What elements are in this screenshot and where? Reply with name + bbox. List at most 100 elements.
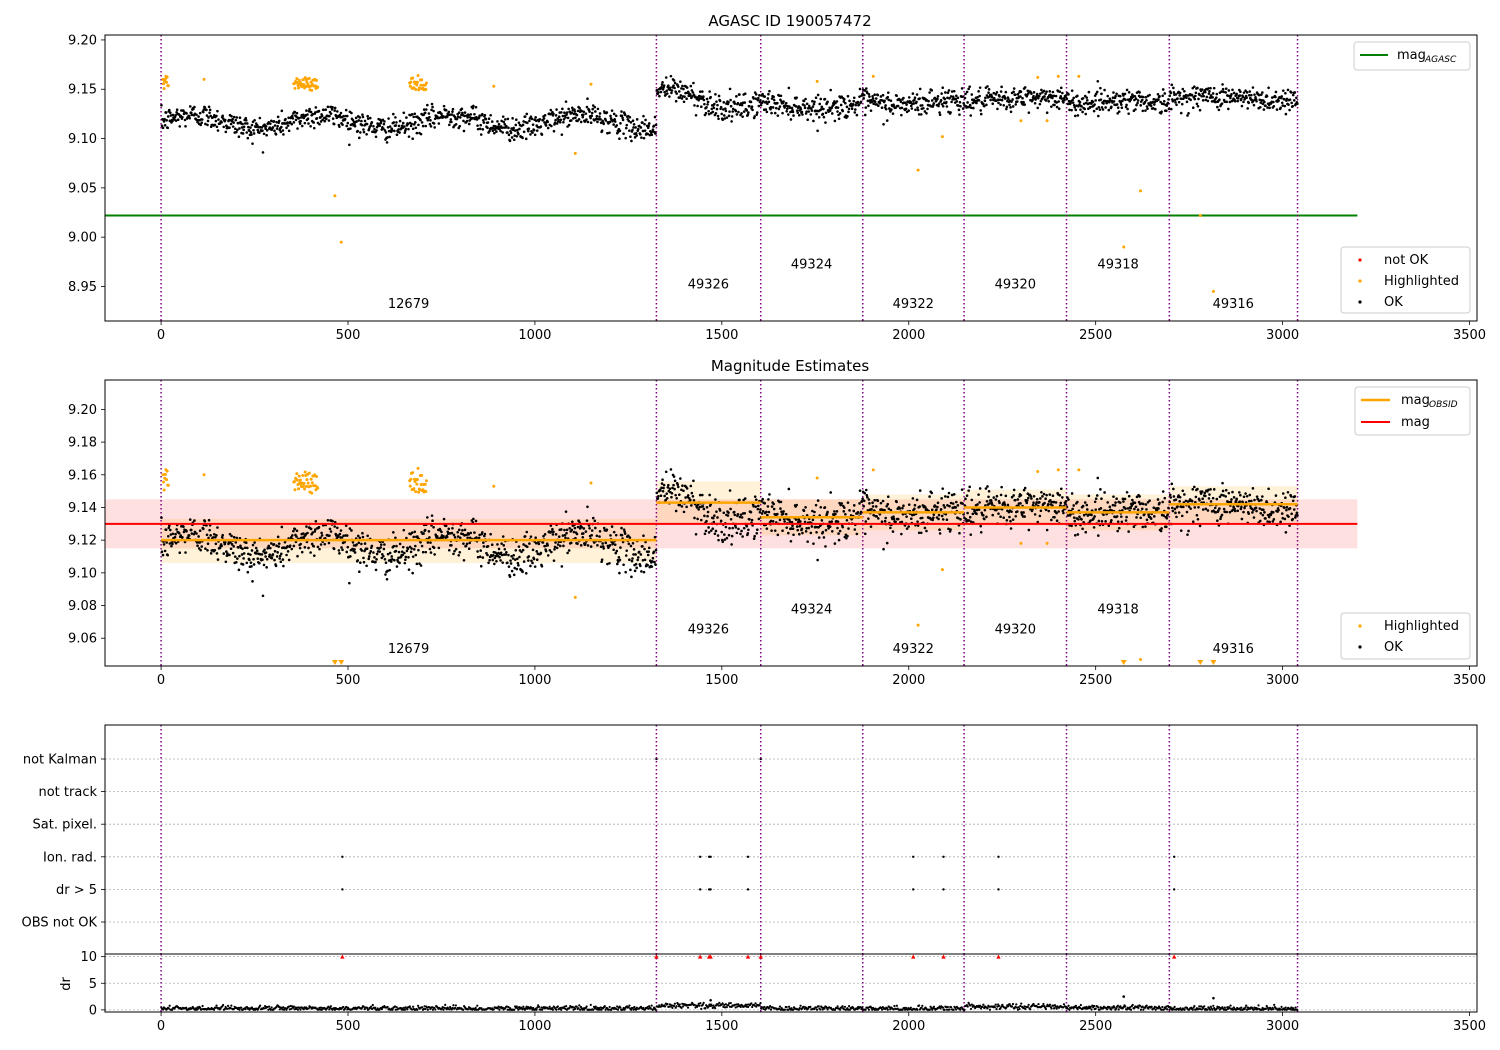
- ok-point: [943, 506, 947, 509]
- ok-point: [930, 89, 934, 92]
- ok-point: [1039, 99, 1043, 103]
- ok-point: [674, 509, 678, 513]
- ok-point: [999, 515, 1002, 519]
- ok-point: [169, 114, 173, 117]
- ok-point: [766, 513, 769, 517]
- panel1-ytick-label: 9.10: [68, 132, 97, 147]
- ok-point: [188, 105, 192, 108]
- ok-point: [1184, 93, 1188, 97]
- ok-point: [729, 517, 733, 521]
- ok-point: [1078, 515, 1081, 519]
- panel1-xtick-label: 0: [157, 328, 165, 343]
- ok-point: [474, 105, 478, 109]
- highlighted-point: [166, 84, 170, 88]
- ok-point: [992, 91, 996, 95]
- ok-point: [1178, 94, 1181, 97]
- ok-point: [999, 90, 1003, 93]
- ok-point: [476, 550, 479, 553]
- ok-point: [381, 118, 385, 122]
- ok-point: [795, 96, 798, 99]
- ok-point: [572, 530, 576, 534]
- ok-point: [894, 520, 897, 524]
- ok-point: [1094, 99, 1097, 102]
- ok-point: [406, 122, 410, 126]
- highlighted-point: [315, 78, 319, 82]
- ok-point: [1291, 517, 1294, 521]
- ok-point: [830, 106, 834, 109]
- ok-point: [171, 119, 174, 123]
- ok-point: [1287, 103, 1290, 106]
- ok-point: [941, 86, 945, 90]
- ok-point: [682, 489, 685, 493]
- ok-point: [757, 104, 761, 108]
- ok-point: [1135, 495, 1139, 499]
- ok-point: [584, 112, 588, 115]
- highlighted-point: [411, 471, 415, 475]
- ok-point: [466, 116, 469, 119]
- ok-point: [848, 99, 851, 103]
- ok-point: [593, 519, 597, 523]
- ok-point: [858, 87, 862, 91]
- ok-point: [323, 119, 327, 123]
- ok-point: [1146, 500, 1150, 504]
- ok-point: [885, 504, 889, 508]
- ok-point: [386, 125, 390, 129]
- ok-point: [913, 507, 916, 511]
- ok-point: [938, 528, 941, 532]
- ok-point: [1005, 105, 1009, 109]
- ok-point: [717, 117, 720, 121]
- ok-point: [676, 85, 680, 88]
- ok-point: [419, 564, 423, 567]
- ok-point: [741, 535, 744, 538]
- ok-point: [428, 547, 432, 551]
- ok-point: [790, 106, 794, 110]
- highlighted-point: [916, 623, 920, 627]
- ok-point: [701, 504, 705, 508]
- ok-point: [1044, 92, 1047, 96]
- ok-point: [206, 542, 210, 546]
- ok-point: [530, 559, 533, 563]
- ok-point: [1200, 88, 1204, 91]
- ok-point: [498, 555, 501, 559]
- ok-point: [745, 524, 749, 528]
- flag-point: [746, 855, 750, 858]
- ok-point: [706, 103, 709, 106]
- ok-point: [232, 121, 235, 124]
- ok-point: [1261, 495, 1264, 498]
- ok-point: [237, 546, 240, 549]
- legend-mag-agasc-subscript: AGASC: [1424, 55, 1457, 65]
- ok-point: [667, 483, 670, 487]
- ok-point: [276, 551, 279, 554]
- ok-point: [663, 494, 666, 498]
- ok-point: [899, 100, 903, 103]
- ok-point: [639, 126, 643, 129]
- ok-point: [856, 100, 860, 104]
- ok-point: [705, 505, 709, 509]
- ok-point: [309, 551, 312, 554]
- ok-point: [802, 509, 806, 513]
- ok-point: [500, 553, 504, 557]
- ok-point: [206, 119, 210, 123]
- ok-point: [844, 512, 847, 516]
- ok-point: [1284, 91, 1287, 95]
- ok-point: [584, 530, 588, 533]
- ok-point: [559, 118, 563, 122]
- ok-point: [449, 118, 453, 121]
- ok-point: [837, 532, 840, 535]
- ok-point: [1270, 96, 1274, 99]
- ok-point: [916, 106, 919, 109]
- ok-point: [282, 133, 285, 136]
- ok-point: [313, 530, 317, 533]
- ok-point: [1127, 112, 1130, 115]
- ok-point: [1124, 519, 1128, 522]
- ok-point: [997, 101, 1000, 105]
- ok-point: [721, 108, 725, 111]
- ok-point: [996, 107, 999, 111]
- ok-point: [1280, 512, 1284, 515]
- ok-point: [390, 557, 394, 561]
- ok-point: [300, 124, 304, 128]
- ok-point: [674, 99, 678, 103]
- ok-point: [1240, 104, 1244, 108]
- ok-point: [178, 125, 182, 128]
- ok-point: [1217, 108, 1221, 112]
